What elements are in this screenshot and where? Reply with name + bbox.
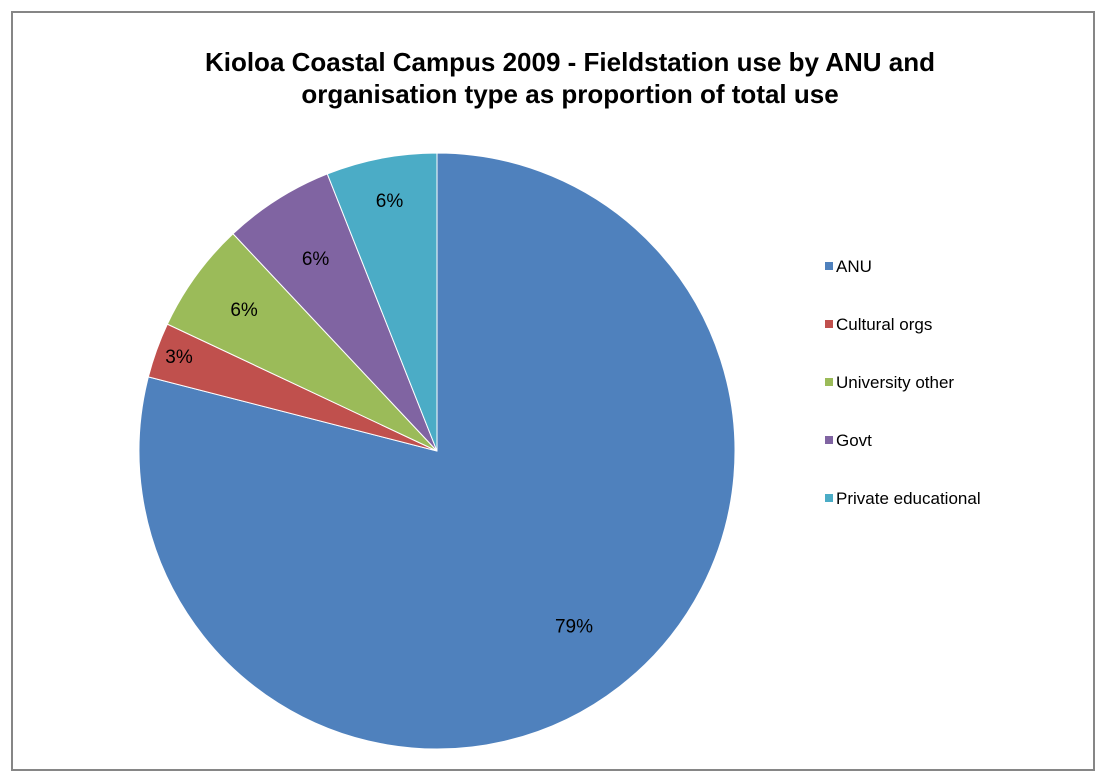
legend-label: Private educational xyxy=(836,489,981,508)
data-label-university-other: 6% xyxy=(230,300,258,321)
legend-item-university-other: University other xyxy=(825,372,1085,394)
pie-chart: 79% 3% 6% 6% 6% xyxy=(138,152,736,750)
data-label-cultural-orgs: 3% xyxy=(165,347,193,368)
pie-slices xyxy=(138,152,736,750)
legend-swatch xyxy=(825,320,833,328)
legend-label: Govt xyxy=(836,431,872,450)
pie-slice-anu xyxy=(138,152,736,750)
chart-title: Kioloa Coastal Campus 2009 - Fieldstatio… xyxy=(60,46,1080,110)
data-label-private-educational: 6% xyxy=(376,191,404,212)
legend-item-cultural-orgs: Cultural orgs xyxy=(825,314,1085,336)
legend-label: ANU xyxy=(836,257,872,276)
pie-data-labels: 79% 3% 6% 6% 6% xyxy=(165,191,593,637)
data-label-govt: 6% xyxy=(302,249,330,270)
legend-swatch xyxy=(825,262,833,270)
legend-swatch xyxy=(825,494,833,502)
legend-swatch xyxy=(825,378,833,386)
legend-label: University other xyxy=(836,373,955,392)
legend: ANU Cultural orgs University other Govt … xyxy=(825,256,1085,546)
legend-label: Cultural orgs xyxy=(836,315,933,334)
legend-item-govt: Govt xyxy=(825,430,1085,452)
legend-swatch xyxy=(825,436,833,444)
data-label-anu: 79% xyxy=(555,617,593,638)
chart-title-line-1: Kioloa Coastal Campus 2009 - Fieldstatio… xyxy=(204,47,936,77)
legend-item-private-educational: Private educational xyxy=(825,488,1085,510)
legend-item-anu: ANU xyxy=(825,256,1085,278)
pie-slice-private-educational xyxy=(326,152,438,452)
chart-title-line-2: organisation type as proportion of total… xyxy=(301,79,839,109)
